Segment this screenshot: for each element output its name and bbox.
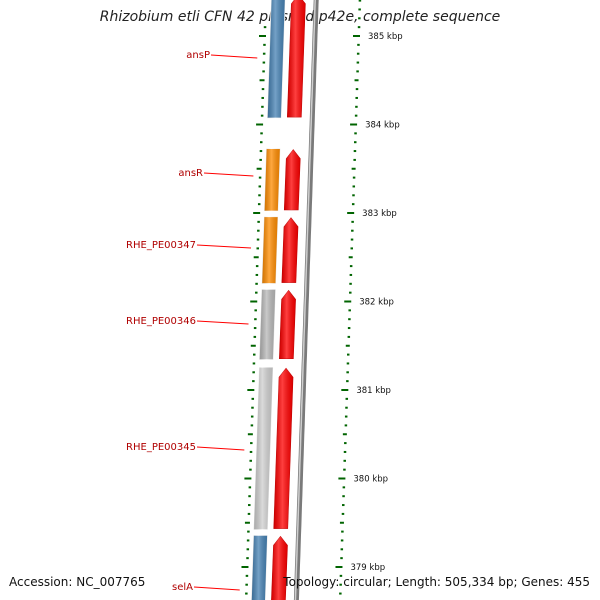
gene-leader-line — [203, 172, 254, 177]
gene-leader-line — [196, 244, 252, 249]
scale-track: 385 kbp 384 kbp 383 kbp 382 kbp 381 kbp 380 k… — [335, 0, 403, 595]
gene-block-shade — [253, 367, 274, 530]
scale-tick-label: 382 kbp — [359, 298, 394, 308]
gene-leader-line — [210, 54, 258, 59]
inner-tick-track — [241, 26, 267, 595]
cds-track — [271, 0, 306, 600]
gene-label-ansr[interactable]: ansR — [178, 168, 203, 179]
gene-leader-line — [196, 320, 249, 325]
scale-tick-label: 381 kbp — [356, 386, 391, 396]
accession-text: Accession: NC_007765 — [9, 575, 146, 589]
scale-tick-label: 380 kbp — [353, 475, 388, 485]
gene-track — [250, 0, 286, 600]
cds-arrow-shade — [281, 217, 299, 283]
gene-label-rhe_pe00345[interactable]: RHE_PE00345 — [126, 442, 196, 453]
scale-tick-label: 384 kbp — [365, 121, 400, 131]
gene-block-shade — [267, 0, 286, 119]
backbone-ring — [293, 0, 319, 600]
gene-labels: ansP ansR RHE_PE00347 RHE_PE00346 RHE_PE0034… — [126, 50, 258, 593]
scale-tick-label: 385 kbp — [368, 32, 403, 42]
gene-label-rhe_pe00347[interactable]: RHE_PE00347 — [126, 240, 196, 251]
topology-summary: Topology: circular; Length: 505,334 bp; … — [283, 575, 590, 589]
gene-leader-line — [196, 446, 245, 451]
gene-label-ansp[interactable]: ansP — [186, 50, 210, 61]
gene-block-shade — [259, 289, 276, 360]
gene-leader-line — [193, 586, 240, 591]
cds-arrow-shade — [287, 0, 306, 118]
cds-arrow-shade — [279, 290, 296, 359]
cds-arrow-shade — [271, 536, 288, 600]
backbone-highlight — [294, 0, 316, 600]
gene-block-shade — [251, 535, 268, 600]
scale-tick-label: 379 kbp — [350, 563, 385, 573]
scale-tick-label: 383 kbp — [362, 209, 397, 219]
gene-block-shade — [264, 148, 281, 211]
cds-arrow-shade — [273, 368, 294, 529]
gene-block-shade — [261, 216, 279, 284]
cds-arrow-shade — [284, 149, 301, 210]
gene-label-rhe_pe00346[interactable]: RHE_PE00346 — [126, 316, 196, 327]
backbone-layer — [293, 0, 319, 600]
gene-label-sela[interactable]: selA — [172, 582, 193, 593]
